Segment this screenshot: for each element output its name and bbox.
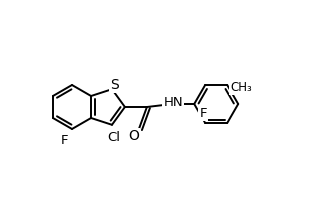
Text: HN: HN bbox=[164, 97, 183, 109]
Text: F: F bbox=[60, 135, 68, 147]
Text: CH₃: CH₃ bbox=[230, 81, 252, 95]
Text: F: F bbox=[199, 106, 207, 120]
Text: O: O bbox=[128, 129, 139, 143]
Text: Cl: Cl bbox=[108, 131, 120, 144]
Text: S: S bbox=[111, 78, 119, 92]
